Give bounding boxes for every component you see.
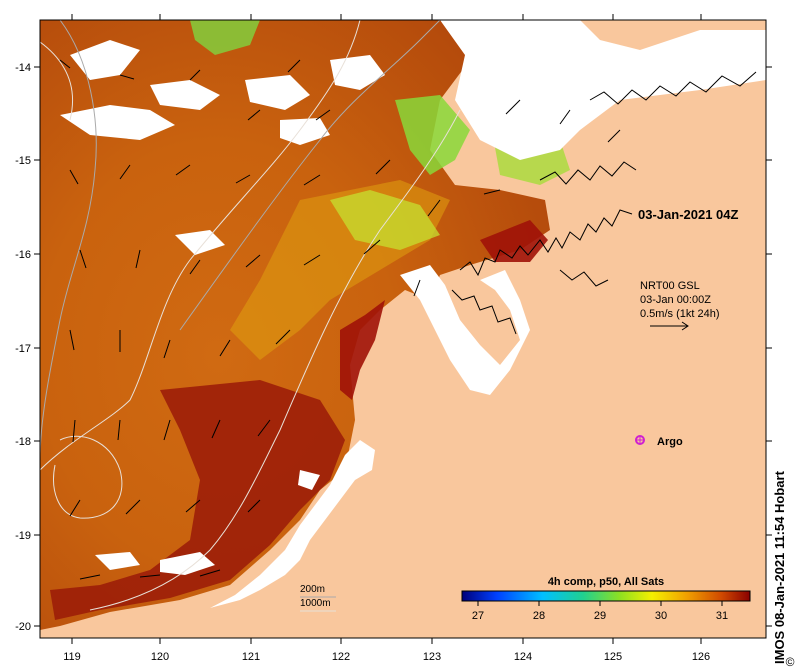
- x-tick-label: 124: [514, 651, 532, 663]
- colorbar-tick-label: 30: [655, 610, 667, 622]
- y-tick-label: -14: [15, 62, 31, 74]
- argo-marker[interactable]: [635, 435, 645, 445]
- credit-label: IMOS 08-Jan-2021 11:54 Hobart: [772, 471, 787, 664]
- contour-legend-200m: 200m: [300, 584, 325, 595]
- axis-ticks: [34, 14, 772, 644]
- y-tick-label: -20: [15, 621, 31, 633]
- nearshore-mask: [210, 440, 375, 608]
- timestamp-label: 03-Jan-2021 04Z: [638, 207, 739, 222]
- sst-cool-patch-3: [190, 20, 260, 55]
- y-tick-label: -16: [15, 249, 31, 261]
- x-tick-label: 126: [692, 651, 710, 663]
- y-tick-label: -15: [15, 155, 31, 167]
- copyright-icon: ©: [786, 655, 795, 669]
- nearshore-mask-2: [400, 265, 530, 395]
- current-vectors: [59, 59, 621, 580]
- colorbar: [461, 590, 751, 606]
- x-tick-label: 120: [151, 651, 169, 663]
- sst-cool-patch-2: [330, 190, 440, 250]
- bathymetry-contours-1000: [40, 20, 461, 611]
- plot-frame: [39, 19, 767, 639]
- colorbar-tick-label: 27: [472, 610, 484, 622]
- cloud-mask: [60, 20, 766, 575]
- colorbar-tick-label: 28: [533, 610, 545, 622]
- x-tick-label: 122: [332, 651, 350, 663]
- bathymetry-contours: [40, 20, 441, 461]
- colorbar-tick-label: 31: [716, 610, 728, 622]
- current-product-line3: 0.5m/s (1kt 24h): [640, 308, 719, 320]
- current-product-line2: 03-Jan 00:00Z: [640, 294, 711, 306]
- y-tick-label: -17: [15, 343, 31, 355]
- current-scale-arrow: [650, 321, 689, 331]
- x-tick-label: 119: [63, 651, 81, 663]
- colorbar-tick-label: 29: [594, 610, 606, 622]
- colorbar-title: 4h comp, p50, All Sats: [548, 576, 664, 588]
- x-tick-label: 123: [423, 651, 441, 663]
- y-tick-label: -19: [15, 530, 31, 542]
- x-axis-labels: 119 120 121 122 123 124 125 126: [63, 651, 710, 663]
- contour-legend-1000m: 1000m: [300, 598, 331, 609]
- x-tick-label: 125: [604, 651, 622, 663]
- sst-hot-coast: [340, 300, 385, 400]
- current-product-line1: NRT00 GSL: [640, 280, 700, 292]
- y-axis-labels: -14 -15 -16 -17 -18 -19 -20: [15, 62, 31, 633]
- sst-hot-region: [50, 380, 345, 620]
- x-tick-label: 121: [242, 651, 260, 663]
- sst-cool-patch: [395, 95, 470, 175]
- y-tick-label: -18: [15, 436, 31, 448]
- argo-label: Argo: [657, 436, 683, 448]
- coastline: [451, 71, 757, 335]
